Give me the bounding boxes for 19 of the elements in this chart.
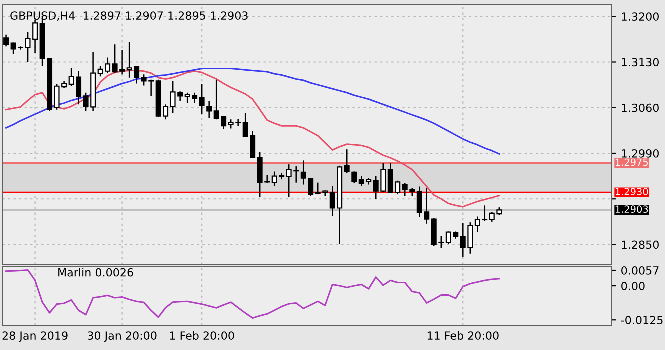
x-tick-label: 11 Feb 20:00 xyxy=(428,331,499,340)
candlestick xyxy=(4,34,10,48)
line-series xyxy=(6,269,500,319)
x-tick-label: 30 Jan 20:00 xyxy=(88,332,157,342)
chart-title: Marlin 0.0026 xyxy=(58,268,134,277)
x-tick-label: 28 Jan 2019 xyxy=(2,332,68,342)
y-tick-label: 1.2990 xyxy=(622,149,659,158)
y-tick-label: 0.00 xyxy=(622,282,645,290)
text: GBPUSD,H4 1.2897 1.2907 1.2895 1.2903 xyxy=(10,12,248,22)
y-tick-label: 0.0057 xyxy=(622,266,659,275)
ref-line-label: 1.2930 xyxy=(616,188,648,196)
y-tick-label: -0.0125 xyxy=(621,316,663,325)
y-tick-label: 1.3130 xyxy=(622,58,659,67)
y-tick-label: 1.3200 xyxy=(622,12,659,22)
ref-line-label: 1.2903 xyxy=(616,206,648,214)
ref-line-label: 1.2975 xyxy=(616,158,648,166)
y-tick-label: 1.2850 xyxy=(622,240,659,250)
y-tick-label: 1.3060 xyxy=(622,104,659,112)
x-tick-label: 1 Feb 20:00 xyxy=(170,331,234,340)
